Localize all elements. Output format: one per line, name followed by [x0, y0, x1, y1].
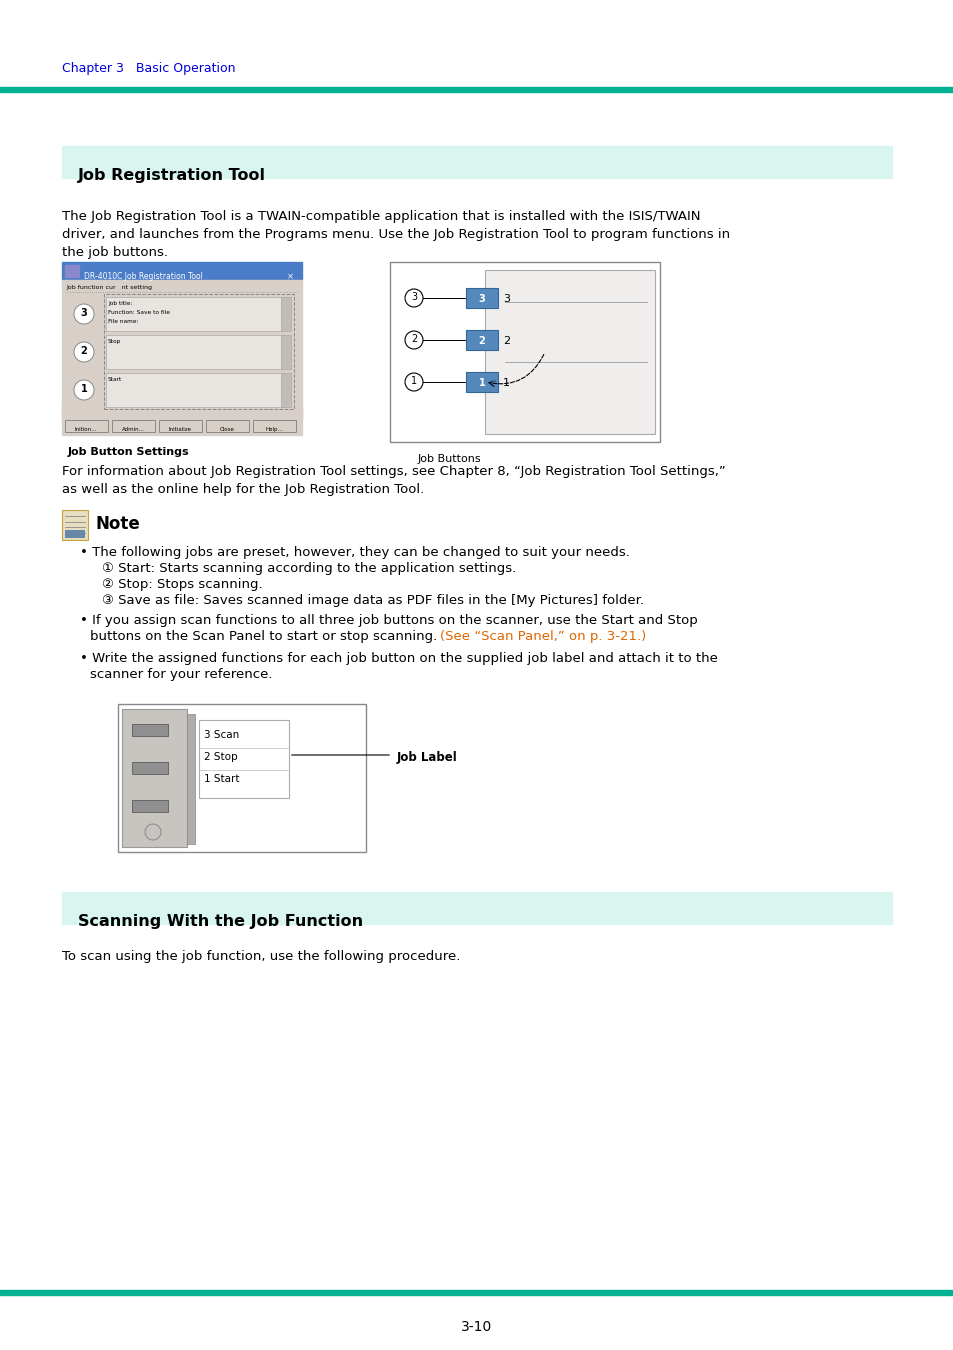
Circle shape: [74, 304, 94, 324]
Text: 2: 2: [411, 335, 416, 344]
Text: The Job Registration Tool is a TWAIN-compatible application that is installed wi: The Job Registration Tool is a TWAIN-com…: [62, 211, 700, 223]
Bar: [65, 531, 85, 539]
Text: 3-10: 3-10: [461, 1320, 492, 1334]
Text: Job Buttons: Job Buttons: [417, 454, 481, 464]
Text: driver, and launches from the Programs menu. Use the Job Registration Tool to pr: driver, and launches from the Programs m…: [62, 228, 729, 242]
Text: 3: 3: [478, 294, 485, 304]
Circle shape: [405, 331, 422, 350]
Text: the job buttons.: the job buttons.: [62, 246, 168, 259]
Text: Close: Close: [219, 427, 234, 432]
Text: 2: 2: [81, 347, 88, 356]
Text: Start: Start: [108, 377, 122, 382]
Text: 3: 3: [411, 293, 416, 302]
Text: ① Start: Starts scanning according to the application settings.: ① Start: Starts scanning according to th…: [102, 562, 516, 575]
Text: 3: 3: [502, 294, 510, 304]
Text: Initialize: Initialize: [169, 427, 192, 432]
Bar: [281, 373, 291, 406]
Text: buttons on the Scan Panel to start or stop scanning.: buttons on the Scan Panel to start or st…: [90, 630, 441, 643]
Bar: [0, 1291, 953, 1295]
FancyBboxPatch shape: [112, 420, 154, 432]
Bar: [62, 146, 891, 178]
Circle shape: [405, 373, 422, 391]
Text: Function: Save to file: Function: Save to file: [108, 310, 170, 315]
Text: DR-4010C Job Registration Tool: DR-4010C Job Registration Tool: [84, 271, 203, 281]
Text: scanner for your reference.: scanner for your reference.: [90, 668, 273, 680]
Bar: [118, 703, 366, 852]
Text: Inition...: Inition...: [74, 427, 97, 432]
Text: File name:: File name:: [108, 319, 138, 324]
Text: • Write the assigned functions for each job button on the supplied job label and: • Write the assigned functions for each …: [80, 652, 717, 666]
Bar: [106, 297, 284, 331]
Bar: [199, 720, 289, 798]
Bar: [132, 801, 168, 811]
Text: 1: 1: [411, 377, 416, 386]
Bar: [65, 265, 79, 277]
Bar: [62, 892, 891, 923]
Bar: [132, 724, 168, 736]
Text: Job Button Settings: Job Button Settings: [68, 447, 190, 458]
Text: 2 Stop: 2 Stop: [204, 752, 237, 761]
Text: Job function cur   nt setting: Job function cur nt setting: [66, 285, 152, 290]
Text: 1 Start: 1 Start: [204, 774, 239, 784]
Bar: [62, 510, 88, 540]
Text: 1: 1: [502, 378, 510, 387]
Bar: [484, 270, 655, 433]
Bar: [0, 86, 953, 92]
Text: To scan using the job function, use the following procedure.: To scan using the job function, use the …: [62, 950, 460, 963]
Text: Note: Note: [96, 514, 141, 533]
Bar: [62, 405, 302, 418]
Bar: [465, 288, 497, 308]
Bar: [132, 761, 168, 774]
Text: • If you assign scan functions to all three job buttons on the scanner, use the : • If you assign scan functions to all th…: [80, 614, 697, 626]
Bar: [62, 279, 302, 435]
FancyBboxPatch shape: [65, 420, 108, 432]
Text: 2: 2: [502, 336, 510, 346]
Text: Chapter 3   Basic Operation: Chapter 3 Basic Operation: [62, 62, 235, 76]
Bar: [104, 294, 294, 409]
Text: 3: 3: [81, 309, 88, 319]
Text: Job Registration Tool: Job Registration Tool: [78, 167, 266, 184]
Text: Job title:: Job title:: [108, 301, 132, 306]
Text: as well as the online help for the Job Registration Tool.: as well as the online help for the Job R…: [62, 483, 424, 495]
Circle shape: [74, 342, 94, 362]
Text: For information about Job Registration Tool settings, see Chapter 8, “Job Regist: For information about Job Registration T…: [62, 464, 725, 478]
Text: Job Label: Job Label: [396, 751, 457, 764]
Text: ② Stop: Stops scanning.: ② Stop: Stops scanning.: [102, 578, 262, 591]
Text: 1: 1: [478, 378, 485, 387]
Bar: [122, 709, 187, 846]
Bar: [390, 262, 659, 441]
Circle shape: [74, 379, 94, 400]
Circle shape: [145, 824, 161, 840]
Bar: [281, 297, 291, 331]
Text: 3 Scan: 3 Scan: [204, 730, 239, 740]
FancyBboxPatch shape: [253, 420, 295, 432]
Text: (See “Scan Panel,” on p. 3-21.): (See “Scan Panel,” on p. 3-21.): [439, 630, 645, 643]
Bar: [465, 329, 497, 350]
Text: Help...: Help...: [265, 427, 283, 432]
Bar: [106, 335, 284, 369]
Text: Scanning With the Job Function: Scanning With the Job Function: [78, 914, 363, 929]
Text: • The following jobs are preset, however, they can be changed to suit your needs: • The following jobs are preset, however…: [80, 545, 629, 559]
Text: Admin...: Admin...: [121, 427, 144, 432]
Bar: [281, 335, 291, 369]
Text: ③ Save as file: Saves scanned image data as PDF files in the [My Pictures] folde: ③ Save as file: Saves scanned image data…: [102, 594, 643, 608]
Text: ×: ×: [287, 271, 294, 281]
Text: 1: 1: [81, 385, 88, 394]
Text: 2: 2: [478, 336, 485, 346]
Bar: [106, 373, 284, 406]
Text: Stop: Stop: [108, 339, 121, 344]
Bar: [62, 262, 302, 279]
Bar: [187, 714, 194, 844]
FancyBboxPatch shape: [206, 420, 249, 432]
FancyBboxPatch shape: [159, 420, 202, 432]
Circle shape: [405, 289, 422, 306]
Bar: [465, 373, 497, 391]
